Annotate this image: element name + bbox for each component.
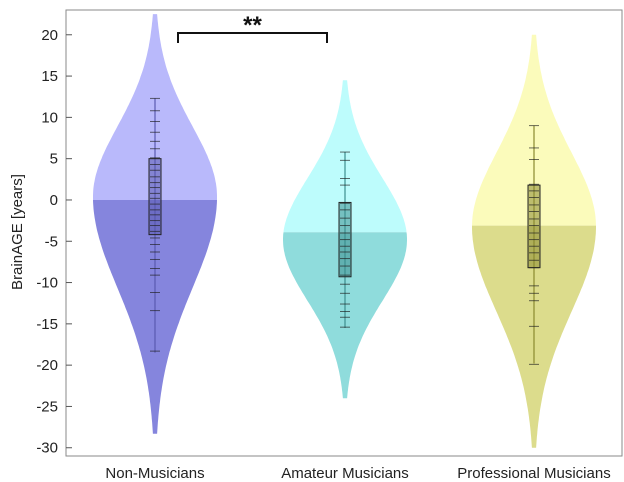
x-category-label: Professional Musicians — [457, 465, 610, 482]
x-category-label: Amateur Musicians — [281, 465, 409, 482]
y-tick-label: 20 — [41, 27, 58, 44]
violin-3 — [472, 34, 596, 448]
iqr-box — [148, 158, 162, 236]
plot-area: 20 15 10 5 0 -5 -10 -15 -20 -25 -30 Non-Musicians Am… — [36, 9, 623, 482]
violin-1 — [93, 14, 217, 434]
y-tick-label: -20 — [36, 357, 58, 374]
x-category-label: Non-Musicians — [105, 465, 204, 482]
y-tick-label: -30 — [36, 440, 58, 457]
y-tick-label: -15 — [36, 316, 58, 333]
y-tick-label: 10 — [41, 109, 58, 126]
y-tick-label: -10 — [36, 275, 58, 292]
significance-label: ** — [243, 12, 262, 39]
y-tick-label: 5 — [50, 151, 58, 168]
y-tick-label: -25 — [36, 398, 58, 415]
y-axis-title: BrainAGE [years] — [9, 174, 26, 290]
y-tick-label: -5 — [45, 233, 58, 250]
y-tick-label: 15 — [41, 68, 58, 85]
plot-frame — [65, 9, 623, 457]
violin-2 — [283, 80, 407, 399]
significance-bracket — [177, 32, 328, 43]
y-tick-label: 0 — [50, 192, 58, 209]
